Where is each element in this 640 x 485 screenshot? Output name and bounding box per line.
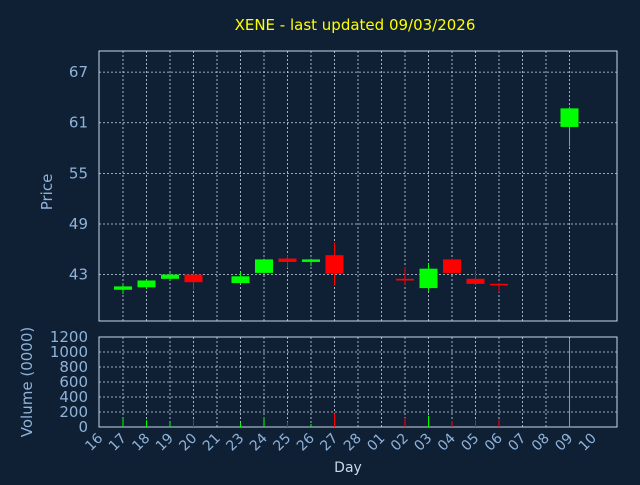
day-tick-label: 24 bbox=[247, 430, 271, 454]
price-panel-frame bbox=[98, 50, 618, 322]
candle-body bbox=[255, 259, 273, 273]
price-tick-label: 43 bbox=[69, 266, 88, 284]
candle-body bbox=[419, 268, 438, 289]
price-axis-label: Price bbox=[38, 174, 56, 211]
price-axis-ticks: 43 49 55 61 67 bbox=[69, 63, 88, 284]
candle bbox=[396, 267, 414, 285]
volume-tick-label: 1000 bbox=[50, 343, 88, 361]
day-tick-label: 09 bbox=[552, 431, 576, 455]
day-tick-label: 05 bbox=[458, 431, 482, 455]
day-tick-label: 21 bbox=[200, 431, 224, 455]
day-axis-label: Day bbox=[334, 460, 362, 476]
candle bbox=[490, 283, 508, 293]
candle bbox=[466, 270, 485, 285]
candle bbox=[161, 272, 179, 281]
volume-tick-label: 200 bbox=[59, 403, 88, 421]
candle bbox=[278, 255, 297, 268]
price-tick-label: 61 bbox=[69, 114, 88, 132]
candle-body bbox=[184, 274, 203, 283]
day-tick-label: 23 bbox=[223, 431, 247, 455]
candle bbox=[325, 242, 344, 286]
candle bbox=[231, 272, 250, 284]
volume-tick-label: 1200 bbox=[50, 328, 88, 346]
chart-title: XENE - last updated 09/03/2026 bbox=[235, 16, 476, 34]
candle-body bbox=[161, 274, 179, 279]
candle-body bbox=[490, 283, 508, 286]
day-tick-label: 25 bbox=[270, 431, 294, 455]
candle-body bbox=[396, 278, 414, 281]
day-tick-label: 01 bbox=[364, 431, 388, 455]
day-tick-label: 20 bbox=[176, 431, 200, 455]
volume-series bbox=[122, 339, 570, 427]
candle bbox=[137, 279, 156, 289]
candle bbox=[255, 258, 273, 274]
day-tick-label: 03 bbox=[411, 431, 435, 455]
day-tick-label: 19 bbox=[153, 431, 177, 455]
candle bbox=[443, 258, 461, 274]
volume-gridlines bbox=[99, 336, 617, 428]
candle-body bbox=[325, 255, 344, 274]
volume-tick-label: 400 bbox=[59, 388, 88, 406]
day-tick-label: 10 bbox=[576, 431, 600, 455]
volume-axis-label: Volume (0000) bbox=[18, 327, 36, 437]
candle-body bbox=[231, 276, 250, 284]
candle bbox=[184, 272, 203, 290]
candle-body bbox=[278, 258, 297, 262]
day-tick-label: 26 bbox=[294, 430, 318, 454]
candle bbox=[114, 283, 132, 294]
day-tick-label: 06 bbox=[482, 430, 506, 454]
day-tick-label: 27 bbox=[317, 431, 341, 455]
day-tick-label: 04 bbox=[435, 430, 459, 454]
volume-tick-label: 800 bbox=[59, 358, 88, 376]
candle-body bbox=[302, 259, 320, 262]
price-tick-label: 67 bbox=[69, 63, 88, 81]
candle-body bbox=[137, 280, 156, 288]
candle bbox=[302, 258, 320, 267]
day-tick-label: 28 bbox=[341, 431, 365, 455]
day-axis-ticks: 16 17 18 19 20 21 23 24 25 26 27 28 01 02 03 04 05 06 07 08… bbox=[82, 430, 599, 454]
candle-body bbox=[114, 286, 132, 290]
volume-tick-label: 0 bbox=[78, 418, 88, 436]
volume-tick-label: 600 bbox=[59, 373, 88, 391]
candle-body bbox=[466, 278, 485, 284]
price-tick-label: 49 bbox=[69, 215, 88, 233]
day-tick-label: 18 bbox=[129, 431, 153, 455]
candlestick-series bbox=[114, 106, 579, 294]
volume-panel-frame bbox=[98, 336, 618, 428]
day-tick-label: 17 bbox=[106, 431, 130, 455]
price-gridlines bbox=[99, 51, 617, 321]
candle-body bbox=[443, 259, 461, 273]
day-tick-label: 07 bbox=[505, 431, 529, 455]
price-tick-label: 55 bbox=[69, 164, 88, 182]
candle bbox=[560, 106, 579, 147]
day-tick-label: 08 bbox=[529, 431, 553, 455]
candle-body bbox=[560, 108, 579, 127]
day-tick-label: 02 bbox=[388, 431, 412, 455]
candle bbox=[419, 263, 438, 291]
